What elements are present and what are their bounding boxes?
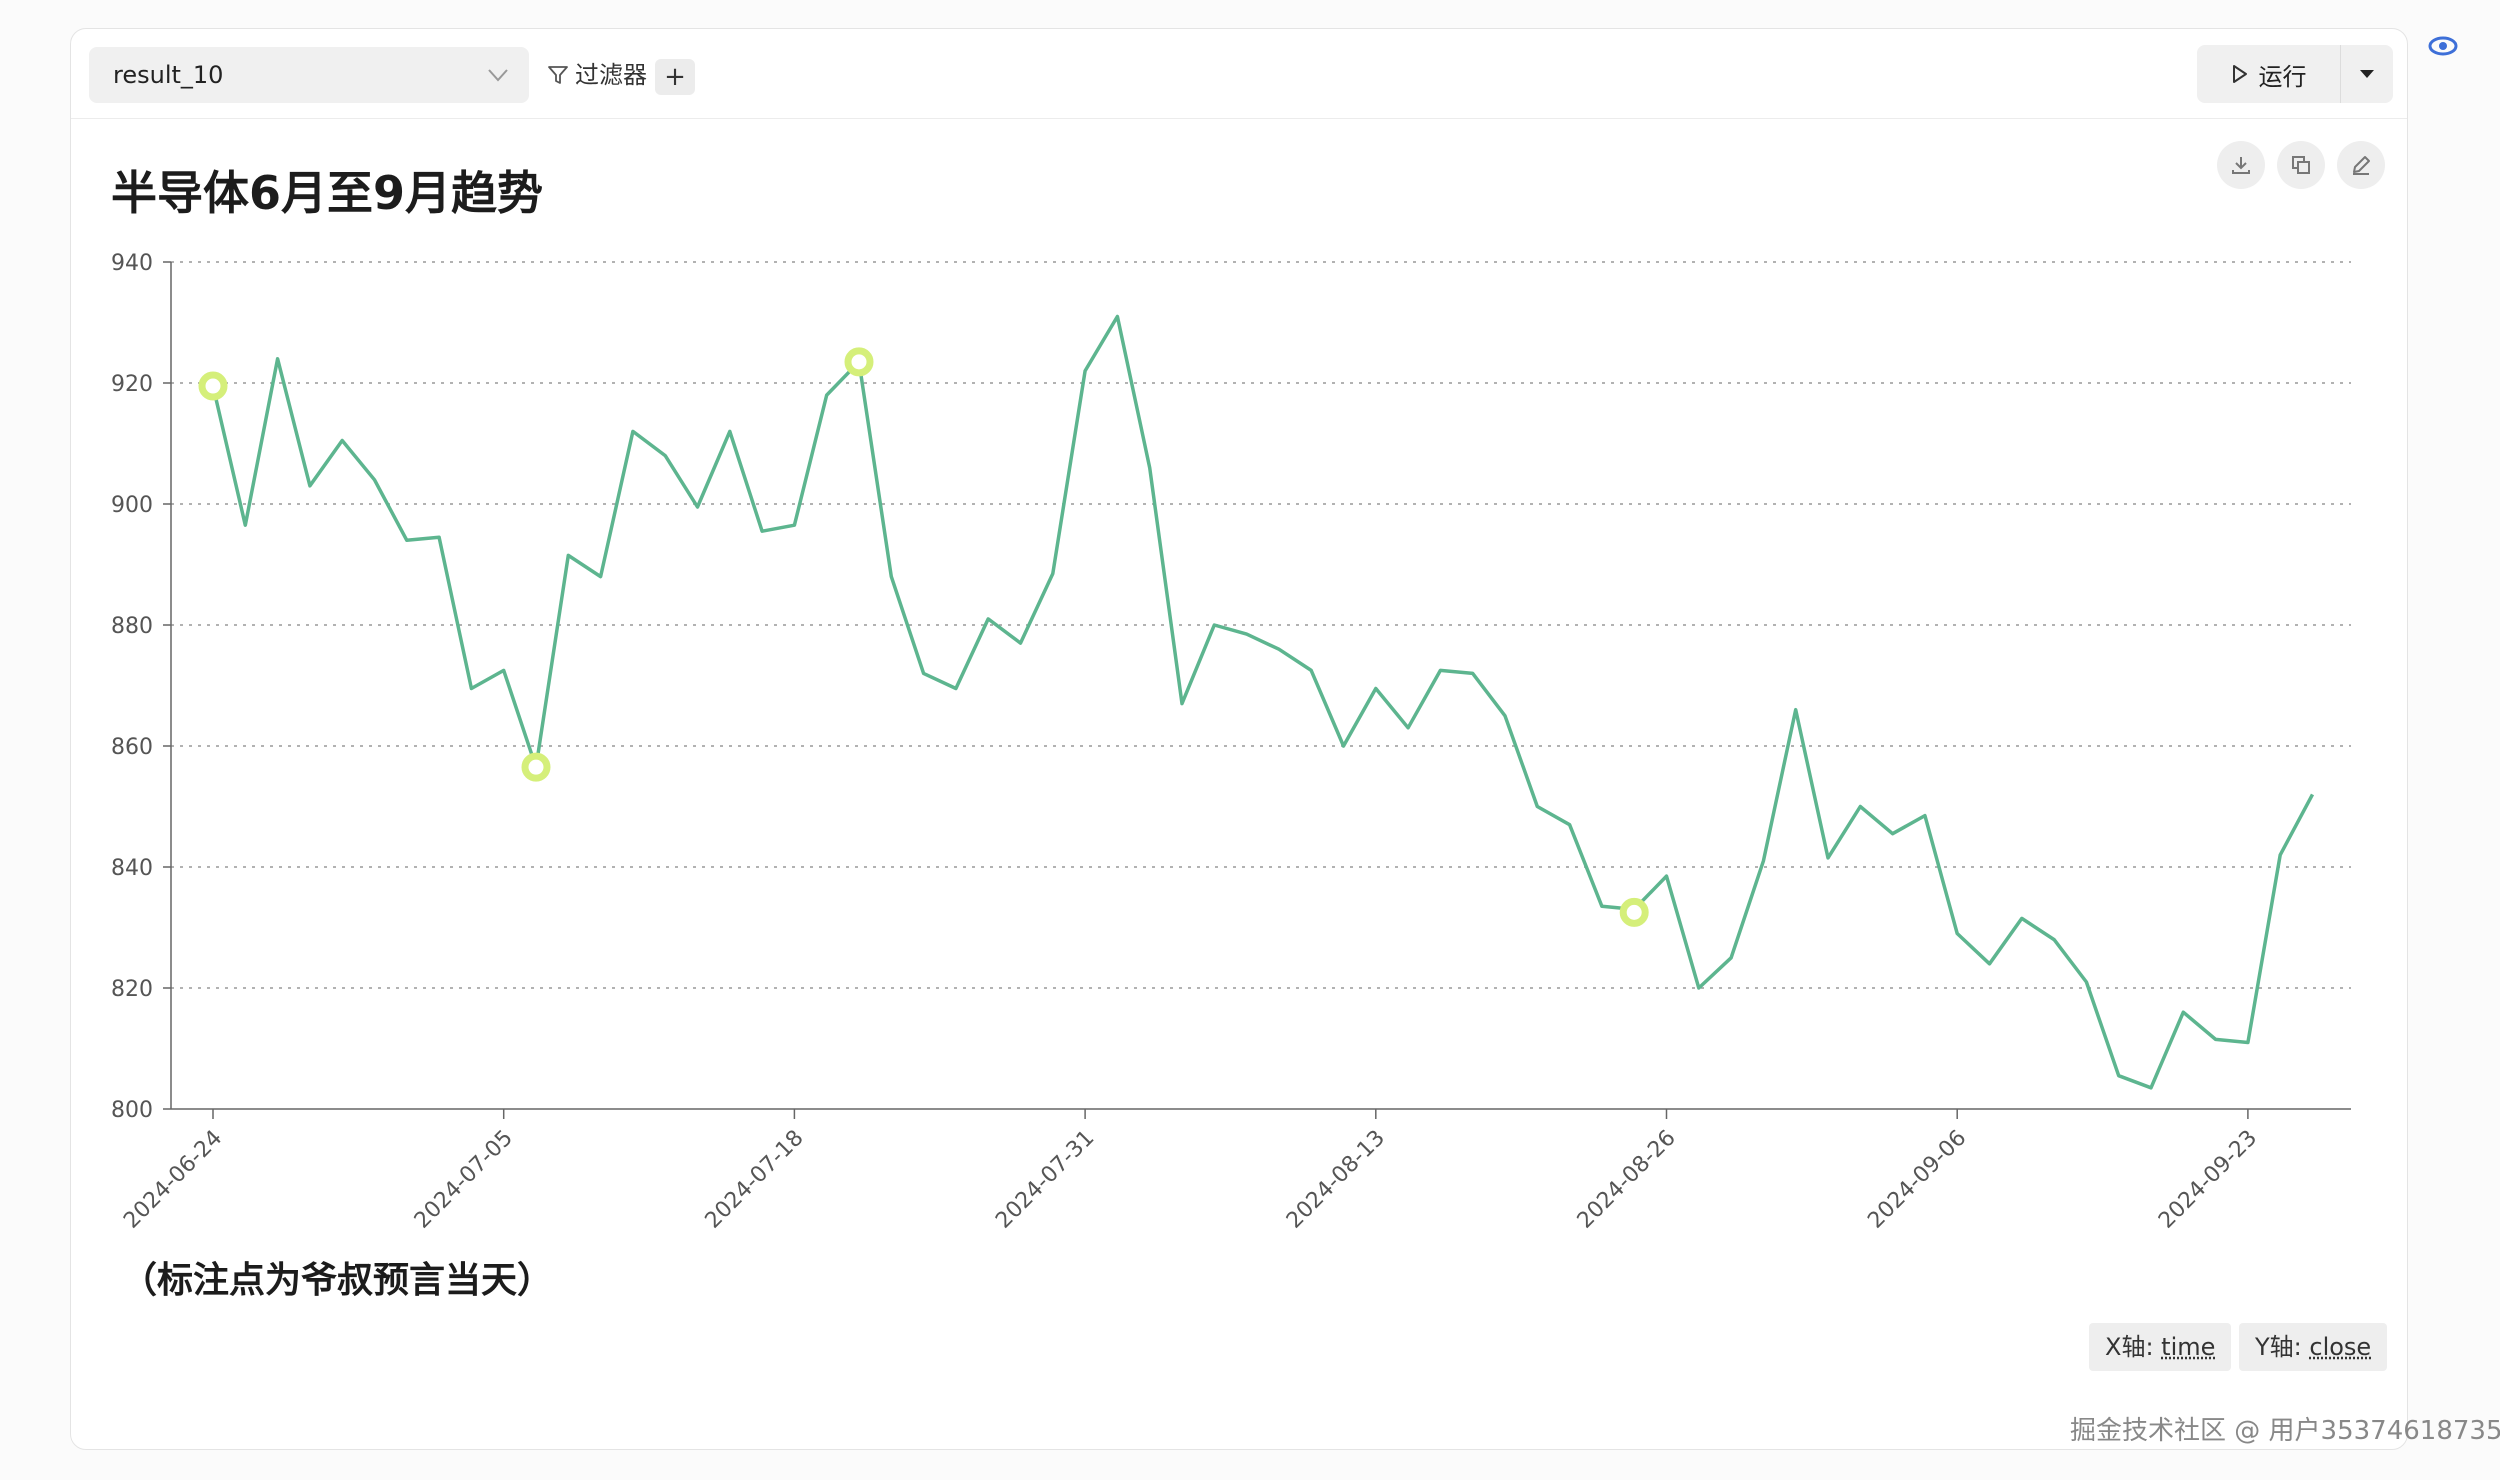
copy-icon [2292,156,2310,174]
download-button[interactable] [2217,141,2265,189]
x-tick-label: 2024-08-13 [1282,1126,1390,1229]
x-tick-label: 2024-09-06 [1863,1126,1971,1229]
y-tick-label: 900 [111,493,153,518]
x-tick-label: 2024-07-18 [701,1126,809,1229]
x-tick-label: 2024-07-05 [410,1126,518,1229]
chart-title: 半导体6月至9月趋势 [111,166,544,220]
highlight-marker-3 [1619,897,1649,927]
chart-subtitle: （标注点为爷叔预言当天） [121,1260,554,1301]
x-tick-label: 2024-06-24 [119,1126,227,1229]
y-axis-chip[interactable]: Y轴: close [2239,1323,2388,1371]
y-axis-prefix: Y轴: [2255,1333,2310,1361]
y-tick-label: 800 [111,1098,153,1123]
add-filter-button[interactable]: + [655,59,695,95]
copy-button[interactable] [2277,141,2325,189]
caret-down-icon [2360,70,2374,78]
toolbar: result_10 过滤器 + 运行 [71,29,2407,119]
highlight-marker-0 [198,371,228,401]
line-chart: 800 820 840 860 880 900 920 940 2024-06-24 2024-0… [111,251,2351,1229]
y-tick-label: 820 [111,977,153,1002]
x-axis-prefix: X轴: [2105,1333,2162,1361]
filter-button[interactable]: 过滤器 [547,47,647,103]
x-tick-label: 2024-08-26 [1573,1126,1681,1229]
eye-icon[interactable] [2428,34,2458,58]
result-select-value: result_10 [113,61,224,89]
run-button[interactable]: 运行 [2197,45,2341,103]
result-select[interactable]: result_10 [89,47,529,103]
download-icon [2232,157,2250,174]
y-axis-value: close [2309,1333,2372,1361]
chevron-down-icon [488,69,508,82]
x-axis-chip[interactable]: X轴: time [2089,1323,2232,1371]
filter-label: 过滤器 [575,61,647,89]
x-tick-label: 2024-07-31 [991,1126,1099,1229]
highlight-marker-1 [521,752,551,782]
y-tick-label: 880 [111,614,153,639]
watermark: 掘金技术社区 @ 用户35374618735 [2070,1416,2500,1446]
edit-button[interactable] [2337,141,2385,189]
play-icon [2232,65,2247,83]
highlight-marker-2 [844,347,874,377]
filter-icon [548,66,568,84]
run-group: 运行 [2197,45,2393,103]
result-card: result_10 过滤器 + 运行 [70,28,2408,1450]
y-tick-label: 940 [111,251,153,276]
run-dropdown-button[interactable] [2341,45,2393,103]
x-axis-value: time [2161,1333,2216,1361]
y-tick-label: 840 [111,856,153,881]
edit-icon [2353,156,2370,175]
run-label: 运行 [2258,62,2307,91]
series-line-0 [211,314,2315,1090]
y-tick-label: 920 [111,372,153,397]
x-tick-label: 2024-09-23 [2154,1126,2262,1229]
y-tick-label: 860 [111,735,153,760]
